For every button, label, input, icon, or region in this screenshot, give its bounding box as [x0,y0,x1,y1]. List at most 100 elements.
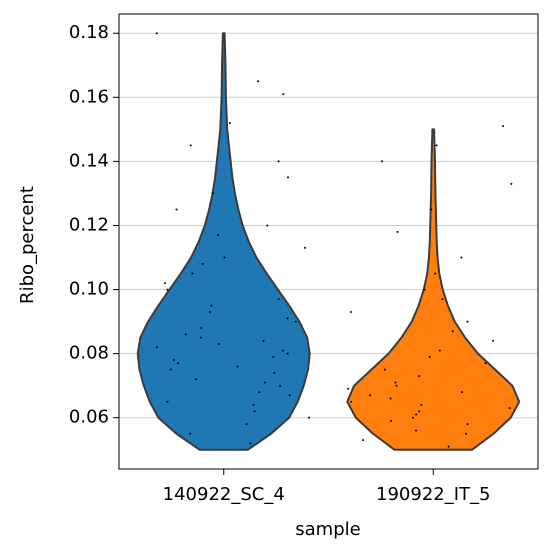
data-point [502,125,505,128]
data-point [447,445,450,448]
data-point [210,304,213,307]
data-point [395,384,398,387]
data-point [394,381,397,384]
data-point [155,346,158,349]
data-point [249,442,252,445]
y-axis-label: Ribo_percent [17,186,38,304]
data-point [279,384,282,387]
data-point [415,413,418,416]
data-point [245,423,248,426]
data-point [286,317,289,320]
data-point [191,272,194,275]
data-point [460,256,463,259]
data-point [451,330,454,333]
data-point [362,439,365,442]
x-tick-label: 190922_IT_5 [376,484,490,505]
data-point [223,256,226,259]
data-point [253,410,256,413]
data-point [277,298,280,301]
data-point [347,387,350,390]
data-point [257,80,260,83]
y-tick-label: 0.06 [69,407,109,428]
data-point [438,349,441,352]
data-point [423,288,426,291]
data-point [166,288,169,291]
data-point [508,407,511,410]
data-point [258,391,261,394]
data-point [286,352,289,355]
data-point [175,208,178,211]
data-point [217,343,220,346]
violin [346,128,521,451]
data-point [163,282,166,285]
y-tick-label: 0.16 [69,86,109,107]
data-point [176,362,179,365]
data-point [189,432,192,435]
data-point [349,310,352,313]
data-point [428,355,431,358]
data-point [277,160,280,163]
data-point [286,176,289,179]
data-point [208,310,211,313]
data-point [263,381,266,384]
data-point [435,144,438,147]
data-point [418,410,421,413]
data-point [236,365,239,368]
violin [136,32,311,451]
data-point [273,371,276,374]
data-point [228,121,231,124]
data-point [194,378,197,381]
y-tick-label: 0.18 [69,22,109,43]
data-point [155,32,158,35]
data-point [441,298,444,301]
data-point [492,339,495,342]
data-point [380,160,383,163]
data-point [200,327,203,330]
data-point [418,375,421,378]
data-point [350,400,353,403]
y-tick-label: 0.08 [69,343,109,364]
data-point [308,416,311,419]
data-point [460,391,463,394]
data-point [466,320,469,323]
data-point [252,403,255,406]
data-point [484,362,487,365]
data-point [217,234,220,237]
data-point [396,230,399,233]
y-tick-label: 0.10 [69,279,109,300]
x-axis-label: sample [295,519,360,540]
data-point [304,246,307,249]
data-point [281,349,284,352]
data-point [201,262,204,265]
data-point [272,355,275,358]
data-point [510,182,513,185]
data-point [266,224,269,227]
data-point [389,419,392,422]
data-point [389,397,392,400]
data-point [184,333,187,336]
data-point [169,368,172,371]
data-point [465,432,468,435]
data-point [434,272,437,275]
data-point [294,320,297,323]
data-point [430,208,433,211]
data-point [412,416,415,419]
data-point [211,192,214,195]
data-point [288,394,291,397]
y-tick-label: 0.12 [69,214,109,235]
data-point [383,368,386,371]
data-point [420,403,423,406]
data-point [262,339,265,342]
data-point [466,423,469,426]
data-point [414,429,417,432]
plot-frame [118,13,539,470]
x-tick-label: 140922_SC_4 [163,484,285,505]
data-point [189,144,192,147]
data-point [369,394,372,397]
data-point [282,93,285,96]
data-point [199,336,202,339]
y-tick-label: 0.14 [69,150,109,171]
data-point [172,359,175,362]
